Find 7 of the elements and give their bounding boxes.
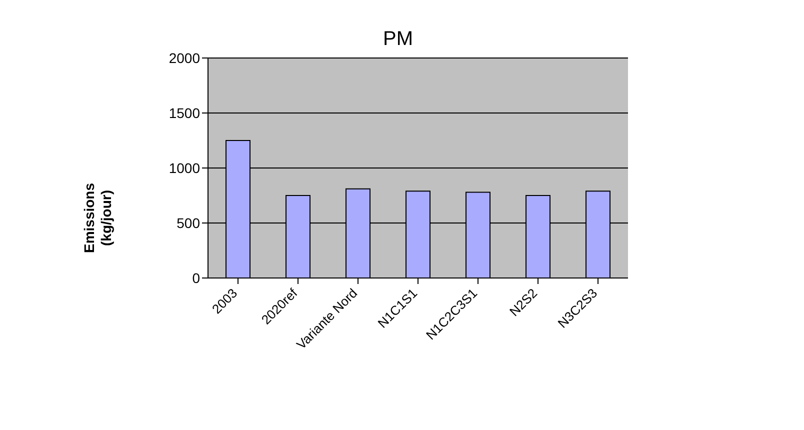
- y-tick-label: 0: [192, 270, 200, 286]
- y-tick-label: 2000: [168, 50, 200, 66]
- y-tick-label: 1500: [168, 104, 200, 121]
- y-axis-title: Emissions (kg/jour): [81, 182, 115, 254]
- chart-title: PM: [382, 28, 414, 51]
- y-tick-label: 500: [176, 214, 200, 231]
- y-tick-label: 1000: [168, 160, 200, 176]
